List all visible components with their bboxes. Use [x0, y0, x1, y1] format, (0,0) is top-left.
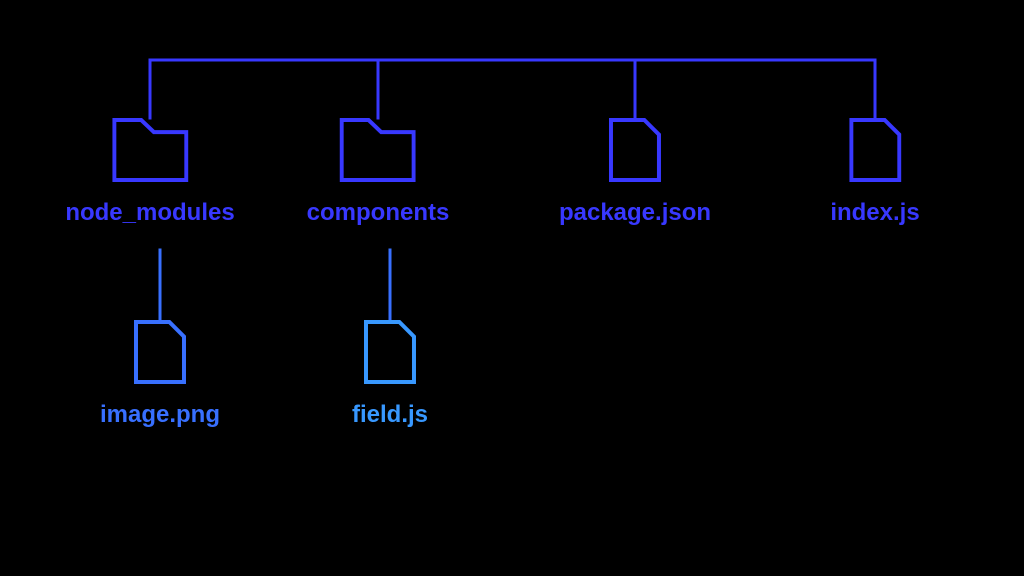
tree-node-package_json: package.json	[559, 118, 711, 227]
file-icon	[134, 320, 186, 389]
tree-node-label: node_modules	[65, 199, 234, 227]
tree-node-label: components	[307, 199, 450, 227]
tree-node-image_png: image.png	[100, 320, 220, 429]
tree-node-label: package.json	[559, 199, 711, 227]
folder-icon	[112, 118, 188, 187]
tree-node-components: components	[307, 118, 450, 227]
tree-node-label: image.png	[100, 401, 220, 429]
tree-node-label: index.js	[830, 199, 919, 227]
tree-node-label: field.js	[352, 401, 428, 429]
tree-node-node_modules: node_modules	[65, 118, 234, 227]
file-icon	[609, 118, 661, 187]
file-icon	[364, 320, 416, 389]
folder-icon	[340, 118, 416, 187]
file-tree-diagram: node_modules components package.json index.…	[0, 0, 1024, 576]
file-icon	[849, 118, 901, 187]
tree-node-index_js: index.js	[830, 118, 919, 227]
tree-connectors-svg	[0, 0, 1024, 576]
tree-node-field_js: field.js	[352, 320, 428, 429]
